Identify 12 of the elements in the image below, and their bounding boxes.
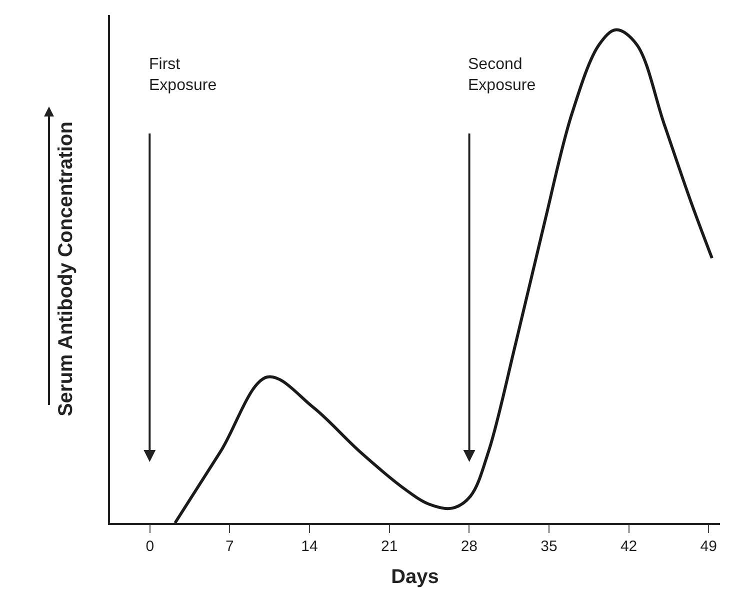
annotation: First Exposure bbox=[149, 56, 217, 94]
x-tick-label: 35 bbox=[540, 538, 558, 555]
x-tick-label: 42 bbox=[620, 538, 638, 555]
annotation: Second Exposure bbox=[468, 56, 536, 94]
x-tick-label: 49 bbox=[700, 538, 717, 555]
x-tick-label: 14 bbox=[301, 538, 318, 555]
x-tick-label: 28 bbox=[460, 538, 478, 555]
y-axis-title: Serum Antibody Concentration bbox=[55, 122, 77, 416]
x-tick-label: 21 bbox=[381, 538, 398, 555]
x-tick-label: 7 bbox=[226, 538, 234, 555]
x-tick-label: 0 bbox=[146, 538, 154, 555]
x-axis-title: Days bbox=[391, 566, 439, 588]
